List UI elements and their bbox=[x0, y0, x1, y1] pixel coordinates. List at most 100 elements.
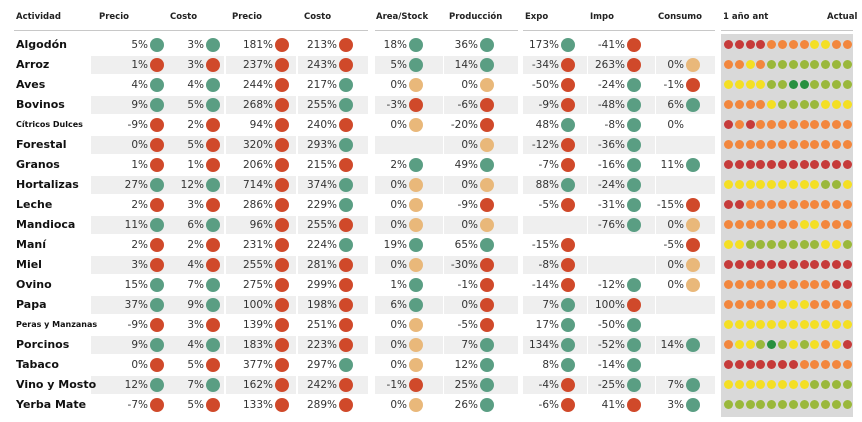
precio-1y-indicator bbox=[150, 338, 164, 352]
trend-dot bbox=[832, 140, 841, 149]
costo-hist-indicator bbox=[339, 258, 353, 272]
precio-1y-value: 5% bbox=[131, 39, 148, 51]
row-stripe bbox=[91, 376, 163, 394]
precio-1y-indicator bbox=[150, 358, 164, 372]
trend-dot bbox=[734, 320, 744, 329]
consumo-indicator bbox=[686, 278, 700, 292]
trend-dot bbox=[810, 360, 820, 369]
trend-dot bbox=[799, 40, 809, 49]
trend-dot bbox=[842, 240, 852, 249]
table-row: Ovino 15% 7% 275% 299% 1% -1% -14% -12% 0% bbox=[0, 275, 862, 295]
trend-dot bbox=[724, 240, 733, 249]
trend-dot bbox=[734, 80, 744, 89]
trend-dot bbox=[745, 120, 755, 129]
trend-dot bbox=[799, 380, 809, 389]
header-rule-trade bbox=[523, 30, 715, 31]
row-stripe bbox=[656, 176, 715, 194]
produccion-value: -1% bbox=[457, 279, 478, 291]
activity-name: Arroz bbox=[16, 58, 50, 71]
produccion-value: 0% bbox=[461, 219, 478, 231]
trend-dot bbox=[821, 280, 831, 289]
trend-dot bbox=[724, 100, 733, 109]
trend-dot bbox=[724, 200, 733, 209]
consumo-value: 14% bbox=[660, 339, 684, 351]
precio-hist-indicator bbox=[275, 218, 289, 232]
header-trend-start: 1 año ant bbox=[723, 12, 769, 22]
precio-hist-value: 268% bbox=[242, 99, 273, 111]
trend-dot bbox=[821, 60, 831, 69]
trend-dot bbox=[778, 240, 787, 249]
costo-hist-indicator bbox=[339, 78, 353, 92]
trend-dot bbox=[778, 40, 787, 49]
trend-dot bbox=[821, 160, 831, 169]
costo-hist-indicator bbox=[339, 138, 353, 152]
produccion-indicator bbox=[480, 338, 494, 352]
impo-value: -48% bbox=[597, 99, 625, 111]
costo-1y-value: 7% bbox=[187, 379, 204, 391]
trend-dot bbox=[756, 180, 766, 189]
trend-dot bbox=[788, 400, 798, 409]
expo-value: -6% bbox=[538, 399, 559, 411]
activity-name: Porcinos bbox=[16, 338, 70, 351]
trend-dot bbox=[810, 160, 820, 169]
precio-1y-value: 37% bbox=[124, 299, 148, 311]
area-stock-indicator bbox=[409, 218, 423, 232]
trend-dot bbox=[767, 300, 777, 309]
produccion-indicator bbox=[480, 218, 494, 232]
precio-1y-indicator bbox=[150, 58, 164, 72]
area-stock-indicator bbox=[409, 238, 423, 252]
consumo-value: 6% bbox=[667, 99, 684, 111]
header-costo-a: Costo bbox=[170, 12, 198, 22]
trend-dot bbox=[821, 140, 831, 149]
trend-dot bbox=[778, 300, 787, 309]
impo-indicator bbox=[627, 378, 641, 392]
expo-value: -15% bbox=[531, 239, 559, 251]
table-row: Hortalizas 27% 12% 714% 374% 0% 0% 88% -24% bbox=[0, 175, 862, 195]
precio-1y-value: 0% bbox=[131, 139, 148, 151]
trend-dot bbox=[756, 300, 766, 309]
trend-dot bbox=[810, 300, 820, 309]
costo-hist-indicator bbox=[339, 98, 353, 112]
trend-dot bbox=[832, 120, 841, 129]
trend-dot bbox=[734, 180, 744, 189]
expo-value: 134% bbox=[528, 339, 559, 351]
trend-dot bbox=[745, 140, 755, 149]
precio-hist-value: 286% bbox=[242, 199, 273, 211]
costo-hist-indicator bbox=[339, 398, 353, 412]
costo-1y-indicator bbox=[206, 58, 220, 72]
costo-1y-indicator bbox=[206, 78, 220, 92]
impo-indicator bbox=[627, 398, 641, 412]
precio-1y-indicator bbox=[150, 178, 164, 192]
trend-dot bbox=[799, 60, 809, 69]
trend-dot bbox=[756, 120, 766, 129]
costo-hist-value: 255% bbox=[306, 99, 337, 111]
impo-indicator bbox=[627, 138, 641, 152]
consumo-indicator bbox=[686, 378, 700, 392]
trend-dot bbox=[842, 220, 852, 229]
area-stock-value: 19% bbox=[383, 239, 407, 251]
expo-value: 173% bbox=[528, 39, 559, 51]
expo-value: 48% bbox=[535, 119, 559, 131]
trend-dot bbox=[756, 140, 766, 149]
area-stock-value: 0% bbox=[390, 179, 407, 191]
trend-dot bbox=[799, 320, 809, 329]
trend-dot bbox=[778, 200, 787, 209]
area-stock-indicator bbox=[409, 258, 423, 272]
trend-dot bbox=[724, 120, 733, 129]
precio-hist-indicator bbox=[275, 118, 289, 132]
trend-dot bbox=[724, 400, 733, 409]
table-row: Mandioca 11% 6% 96% 255% 0% 0% -76% 0% bbox=[0, 215, 862, 235]
produccion-indicator bbox=[480, 158, 494, 172]
precio-hist-value: 206% bbox=[242, 159, 273, 171]
trend-dot bbox=[821, 400, 831, 409]
expo-indicator bbox=[561, 358, 575, 372]
precio-1y-value: 2% bbox=[131, 199, 148, 211]
trend-dot bbox=[788, 100, 798, 109]
table-row: Aves 4% 4% 244% 217% 0% 0% -50% -24% -1% bbox=[0, 75, 862, 95]
trend-dot bbox=[842, 180, 852, 189]
precio-1y-value: 1% bbox=[131, 159, 148, 171]
trend-dot bbox=[842, 360, 852, 369]
expo-value: 17% bbox=[535, 319, 559, 331]
area-stock-value: 1% bbox=[390, 279, 407, 291]
precio-1y-indicator bbox=[150, 158, 164, 172]
